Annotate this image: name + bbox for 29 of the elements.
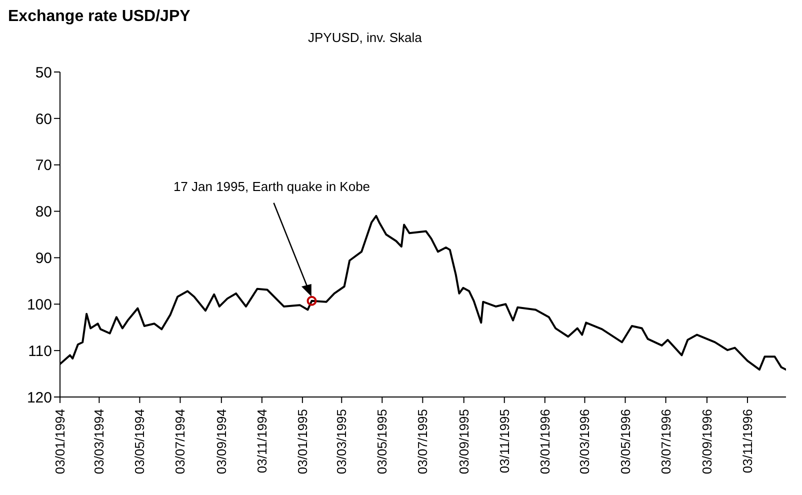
x-tick-label: 03/07/1995 <box>415 409 430 474</box>
chart-subtitle: JPYUSD, inv. Skala <box>308 30 422 45</box>
x-tick-label: 03/11/1996 <box>740 409 755 474</box>
y-tick-label: 120 <box>26 389 52 406</box>
x-tick-label: 03/03/1995 <box>334 409 350 474</box>
y-tick-label: 50 <box>35 64 52 82</box>
x-tick-label: 03/09/1995 <box>456 409 472 474</box>
annotation: 17 Jan 1995, Earth quake in Kobe <box>173 178 370 194</box>
y-tick-label: 100 <box>26 296 52 314</box>
x-tick-label: 03/07/1996 <box>658 409 674 474</box>
x-tick-label: 03/03/1996 <box>577 409 592 474</box>
chart-title: Exchange rate USD/JPY <box>8 8 190 26</box>
y-tick-label: 110 <box>28 342 52 360</box>
x-tick-label: 03/05/1996 <box>618 409 633 474</box>
x-tick-label: 03/09/1996 <box>699 409 714 474</box>
x-tick-label: 03/05/1995 <box>374 409 390 474</box>
x-tick-label: 03/05/1994 <box>132 409 148 474</box>
x-tick-label: 03/11/1994 <box>254 409 270 474</box>
y-tick-label: 70 <box>35 157 52 174</box>
x-tick-label: 03/09/1994 <box>214 409 229 474</box>
x-tick-label: 03/01/1995 <box>294 409 310 474</box>
y-tick-label: 80 <box>35 204 52 221</box>
x-tick-label: 03/11/1995 <box>496 409 512 474</box>
x-tick-label: 03/01/1994 <box>52 409 68 474</box>
x-tick-label: 03/01/1996 <box>537 409 552 474</box>
x-tick-label: 03/07/1994 <box>172 409 188 474</box>
x-tick-label: 03/03/1994 <box>92 409 107 474</box>
y-tick-label: 60 <box>35 110 52 128</box>
y-tick-label: 90 <box>35 250 52 268</box>
